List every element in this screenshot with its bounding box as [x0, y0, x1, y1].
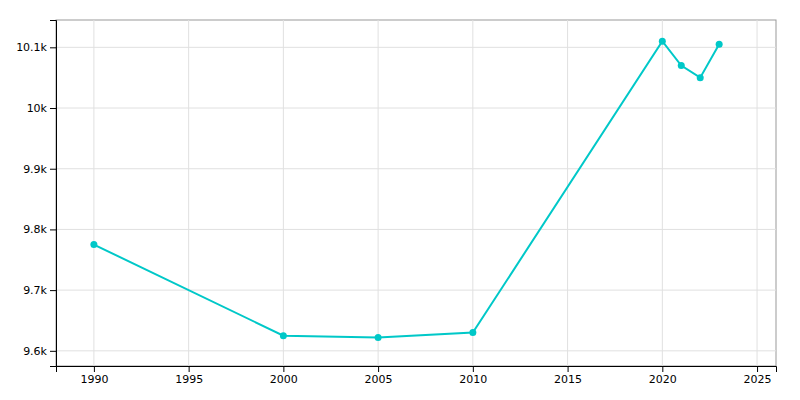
point — [678, 62, 685, 69]
point — [280, 332, 287, 339]
x-tick-label: 1995 — [175, 373, 203, 386]
x-tick-mark — [473, 366, 474, 372]
grid-line-x — [378, 20, 379, 366]
x-tick: 1995 — [175, 366, 203, 386]
x-axis-line — [57, 367, 777, 373]
x-tick: 2015 — [554, 366, 582, 386]
series — [90, 38, 722, 341]
x-tick-label: 2020 — [649, 373, 677, 386]
y-tick: 9.7k — [23, 284, 56, 297]
plot: 1990 1995 2000 2005 2010 2015 2020 2025 9.6k 9.7k… — [16, 20, 776, 386]
y-tick-mark — [50, 290, 56, 291]
x-tick: 2005 — [365, 366, 393, 386]
grid-line-x — [283, 20, 284, 366]
grid-line-x — [567, 20, 568, 366]
point — [659, 38, 666, 45]
x-tick-mark — [94, 366, 95, 372]
x-tick-label: 2005 — [365, 373, 393, 386]
grid-line-x — [662, 20, 663, 366]
point — [697, 74, 704, 81]
x-tick-label: 2000 — [270, 373, 298, 386]
x-tick: 2020 — [649, 366, 677, 386]
grid-line-x — [188, 20, 189, 366]
y-tick: 9.9k — [23, 163, 56, 176]
grid-line-y — [56, 168, 776, 169]
grid-line-y — [56, 229, 776, 230]
chart: 1990 1995 2000 2005 2010 2015 2020 2025 9.6k 9.7k… — [0, 0, 800, 400]
grid-line-x — [93, 20, 94, 366]
y-tick-mark — [50, 47, 56, 48]
y-tick-mark — [50, 351, 56, 352]
grid-line-y — [56, 108, 776, 109]
x-tick-mark — [378, 366, 379, 372]
point — [716, 41, 723, 48]
x-tick: 2000 — [270, 366, 298, 386]
x-tick-mark — [662, 366, 663, 372]
y-tick-label: 9.9k — [23, 163, 47, 176]
y-tick: 9.8k — [23, 223, 56, 236]
grid-line-x — [472, 20, 473, 366]
point — [90, 241, 97, 248]
plot-frame — [56, 20, 776, 366]
x-tick: 2025 — [744, 366, 772, 386]
y-tick-mark — [50, 169, 56, 170]
x-tick-mark — [283, 366, 284, 372]
x-tick-label: 2025 — [744, 373, 772, 386]
y-tick: 10.1k — [16, 41, 56, 54]
y-tick-label: 9.6k — [23, 345, 47, 358]
x-axis: 1990 1995 2000 2005 2010 2015 2020 2025 — [57, 366, 777, 386]
x-tick-label: 1990 — [80, 373, 108, 386]
y-axis: 9.6k 9.7k 9.8k 9.9k 10k 10.1k — [16, 21, 56, 367]
x-tick: 2010 — [459, 366, 487, 386]
y-tick-label: 9.7k — [23, 284, 47, 297]
y-tick: 10k — [27, 102, 56, 115]
y-tick-mark — [50, 108, 56, 109]
grid-line-y — [56, 290, 776, 291]
grid — [56, 20, 776, 366]
y-tick-mark — [50, 229, 56, 230]
x-tick-mark — [757, 366, 758, 372]
x-tick-label: 2015 — [554, 373, 582, 386]
y-tick: 9.6k — [23, 345, 56, 358]
x-tick: 1990 — [80, 366, 108, 386]
x-tick-mark — [568, 366, 569, 372]
y-tick-label: 10.1k — [16, 41, 47, 54]
point — [375, 334, 382, 341]
grid-line-x — [757, 20, 758, 366]
x-tick-mark — [189, 366, 190, 372]
x-tick-label: 2010 — [459, 373, 487, 386]
y-axis-line — [50, 21, 57, 367]
y-tick-label: 10k — [27, 102, 48, 115]
y-tick-label: 9.8k — [23, 223, 47, 236]
line — [94, 41, 719, 337]
grid-line-y — [56, 350, 776, 351]
point — [469, 329, 476, 336]
